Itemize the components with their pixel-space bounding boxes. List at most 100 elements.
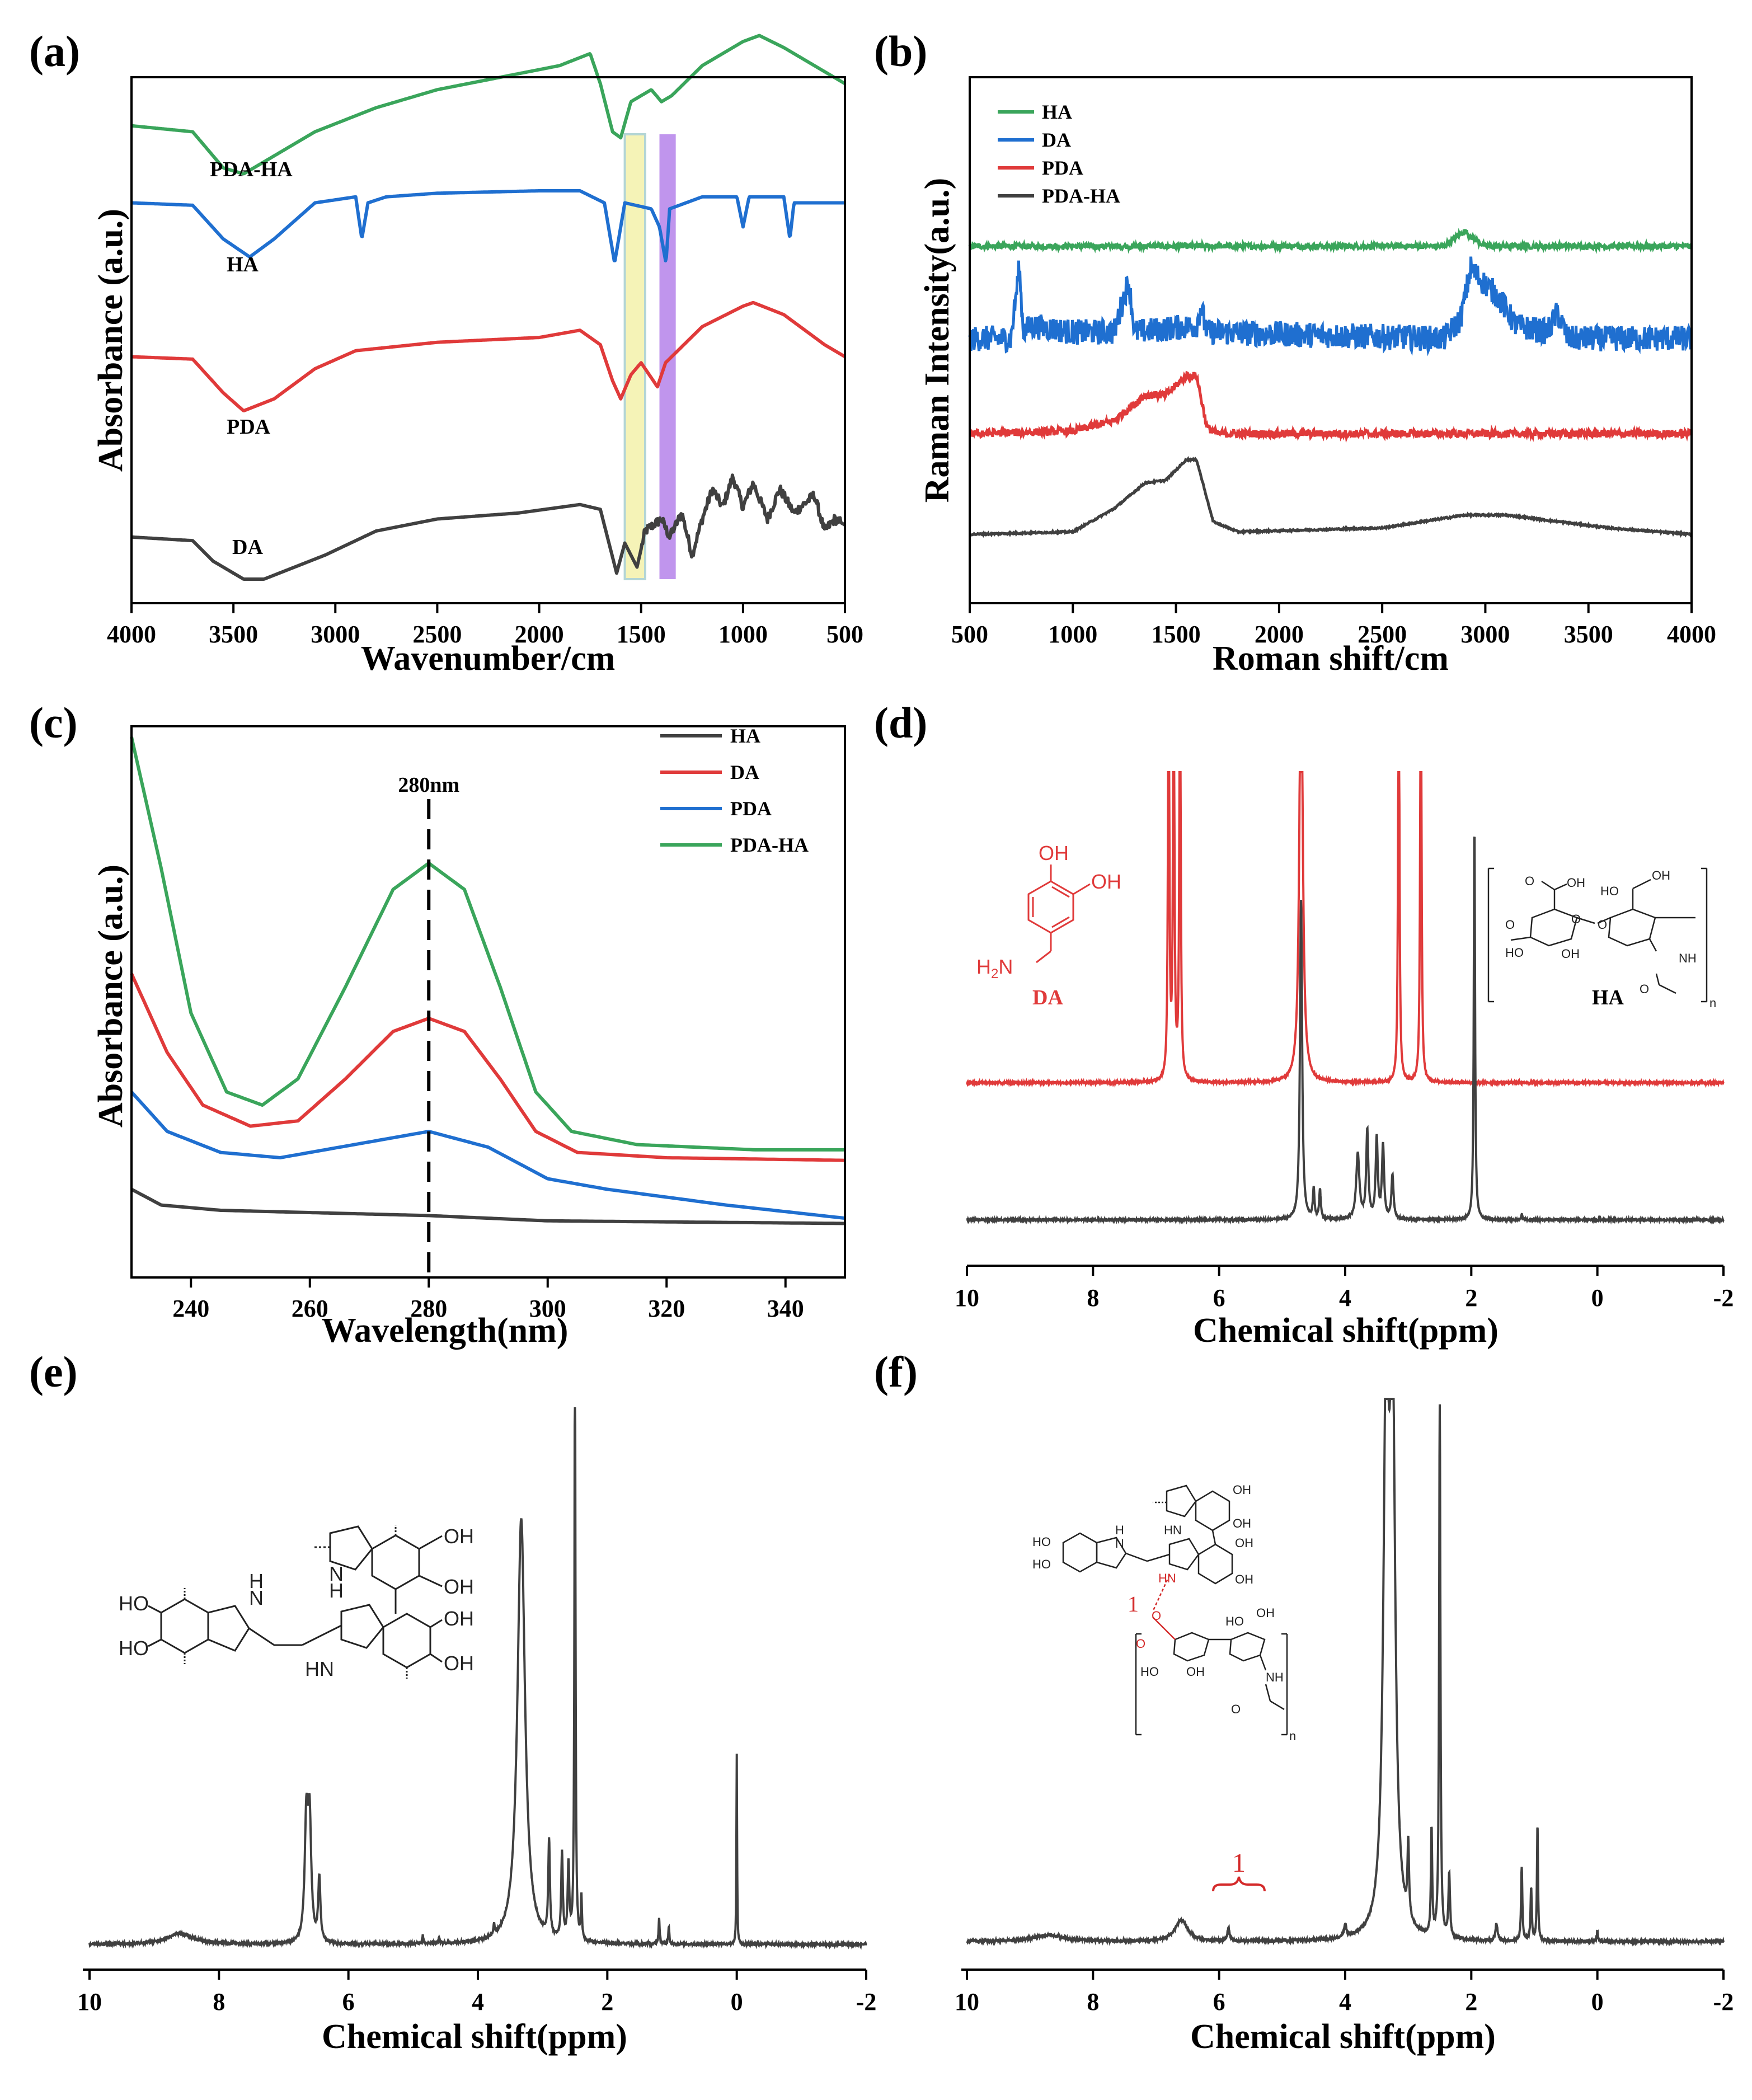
pdaha-oh-2: OH [1233, 1516, 1251, 1530]
legend-text-pda-ha: PDA-HA [730, 834, 809, 856]
ha-ring-o1: O [1571, 912, 1581, 926]
panel-b-x-tick-label: 4000 [1667, 621, 1716, 648]
pda-nh-2: HN [305, 1657, 334, 1680]
series-pda-ha-line [130, 34, 846, 176]
series-pda-ha-line [130, 736, 845, 1152]
panel-b-series [968, 228, 1693, 538]
panel-c-x-ticks: 240 260 280 300 320 340 [172, 1277, 804, 1322]
f-x-tick-label: 4 [1339, 1988, 1351, 2016]
e-x-tick-label: 0 [731, 1988, 743, 2016]
panel-b-x-tick-label: 500 [951, 621, 988, 648]
panel-b-x-tick-label: 1500 [1152, 621, 1201, 648]
pda-ha-structure: OH OH OH OH HO HO H N HN HN 1 O O HO OH … [1032, 1483, 1296, 1743]
f-x-tick-label: 10 [955, 1988, 979, 2016]
panel-a-frame [130, 76, 846, 604]
panel-c-x-tick-label: 320 [648, 1295, 685, 1322]
pdaha-hn: HN [1158, 1571, 1176, 1585]
d-x-tick-label: 4 [1339, 1284, 1351, 1312]
panel-b-frame [969, 76, 1693, 604]
highlight-band-yellow [623, 133, 646, 580]
ha-ho-top: HO [1600, 884, 1619, 898]
panel-f-xlabel: Chemical shift(ppm) [1190, 2018, 1496, 2056]
pdaha-ho-4: HO [1225, 1614, 1244, 1628]
legend-text-pda: PDA [1042, 157, 1083, 179]
pdaha-ho-1: HO [1032, 1535, 1051, 1549]
panel-d-label-ha: HA [1592, 986, 1624, 1009]
series-ha-spectrum [966, 837, 1725, 1225]
legend-text-pda-ha: PDA-HA [1042, 185, 1120, 207]
panel-a-xlabel: Wavenumber/cm [361, 640, 616, 678]
series-da-spectrum [966, 771, 1725, 1088]
ha-ho-left: HO [1505, 946, 1524, 960]
panel-b-x-tick-label: 2500 [1358, 621, 1407, 648]
panel-c-x-tick-label: 280 [410, 1295, 447, 1322]
panel-f-series [966, 1398, 1725, 1947]
panel-c-x-tick-label: 240 [172, 1295, 209, 1322]
panel-d-label: (d) [874, 698, 927, 747]
panel-c-ylabel: Absorbance (a.u.) [92, 865, 130, 1127]
dopamine-structure: OH OH H2N [976, 842, 1121, 981]
panel-a-label-pda-ha: PDA-HA [210, 158, 293, 181]
pdaha-o-red-2: O [1136, 1637, 1145, 1651]
ha-oh-bottom: OH [1561, 947, 1580, 961]
pdaha-ho-2: HO [1032, 1557, 1051, 1571]
panel-d-series [966, 771, 1725, 1225]
panel-b-x-tick-label: 1000 [1048, 621, 1097, 648]
pdaha-bond-label-1: 1 [1128, 1591, 1139, 1617]
pdaha-nh: NH [1266, 1670, 1284, 1684]
panel-a-ylabel: Absorbance (a.u.) [92, 209, 130, 472]
panel-d-xlabel: Chemical shift(ppm) [1193, 1312, 1499, 1350]
panel-a-series [130, 34, 846, 581]
ha-o: O [1505, 918, 1515, 932]
pda-oh-2: OH [444, 1575, 474, 1598]
e-x-tick-label: 6 [342, 1988, 355, 2016]
e-x-tick-label: -2 [856, 1988, 877, 2016]
pda-ho-1: HO [119, 1592, 149, 1615]
e-x-tick-label: 2 [601, 1988, 613, 2016]
panel-c-label: (c) [29, 698, 78, 747]
panel-b-x-tick-label: 3500 [1564, 621, 1613, 648]
panel-c-x-tick-label: 340 [767, 1295, 804, 1322]
series-ha-line [968, 228, 1693, 255]
pdaha-n: N [1115, 1537, 1124, 1551]
dopamine-oh-top: OH [1039, 842, 1069, 865]
panel-b-x-tick-label: 2000 [1255, 621, 1304, 648]
f-x-tick-label: 2 [1465, 1988, 1477, 2016]
dopamine-amine: H2N [976, 955, 1013, 981]
pda-oh-4: OH [444, 1652, 474, 1675]
panel-a-x-tick-label: 1000 [718, 621, 768, 648]
pdaha-n-subscript: n [1289, 1729, 1296, 1743]
ha-nh: NH [1679, 951, 1697, 965]
d-x-tick-label: 0 [1591, 1284, 1604, 1312]
panel-e-label: (e) [29, 1347, 78, 1396]
pdaha-oh-3: OH [1235, 1536, 1253, 1550]
d-x-tick-label: -2 [1713, 1284, 1734, 1312]
panel-c-xlabel: Wavelength(nm) [322, 1312, 569, 1350]
series-pda-line [969, 370, 1692, 443]
panel-f: (f) 10 8 6 4 2 0 -2 1 OH OH O [874, 1347, 1734, 2056]
panel-a-highlight-bands [623, 133, 676, 580]
f-x-tick-label: 8 [1087, 1988, 1099, 2016]
panel-c-annotation-280nm: 280nm [398, 773, 459, 797]
f-x-tick-label: 0 [1591, 1988, 1604, 2016]
panel-a-x-tick-label: 2000 [515, 621, 564, 648]
ha-bridge-o: O [1598, 918, 1607, 932]
pda-nh-3: N [329, 1562, 344, 1585]
panel-a-x-tick-label: 2500 [412, 621, 462, 648]
ha-oh-carboxyl: OH [1567, 876, 1585, 890]
ha-amide-o: O [1640, 982, 1649, 996]
panel-a: (a) 4000 3500 3000 2500 2000 1500 1000 500 PDA-… [29, 27, 863, 678]
d-x-tick-label: 10 [955, 1284, 979, 1312]
panel-a-x-tick-label: 3000 [311, 621, 360, 648]
pdaha-oh-5: OH [1186, 1665, 1205, 1679]
pdaha-amide-o: O [1231, 1702, 1241, 1716]
panel-a-x-tick-label: 500 [826, 621, 863, 648]
series-pda-line [130, 1091, 846, 1220]
panel-f-peak-label: 1 [1232, 1848, 1246, 1878]
panel-a-x-tick-label: 1500 [617, 621, 666, 648]
panel-c: (c) 280nm 240 260 280 300 320 340 HA DA PDA P… [29, 698, 846, 1350]
e-x-tick-label: 8 [213, 1988, 225, 2016]
panel-b: (b) 500 1000 1500 2000 2500 3000 3500 4000 HA D… [874, 27, 1716, 678]
panel-f-label: (f) [874, 1347, 918, 1396]
